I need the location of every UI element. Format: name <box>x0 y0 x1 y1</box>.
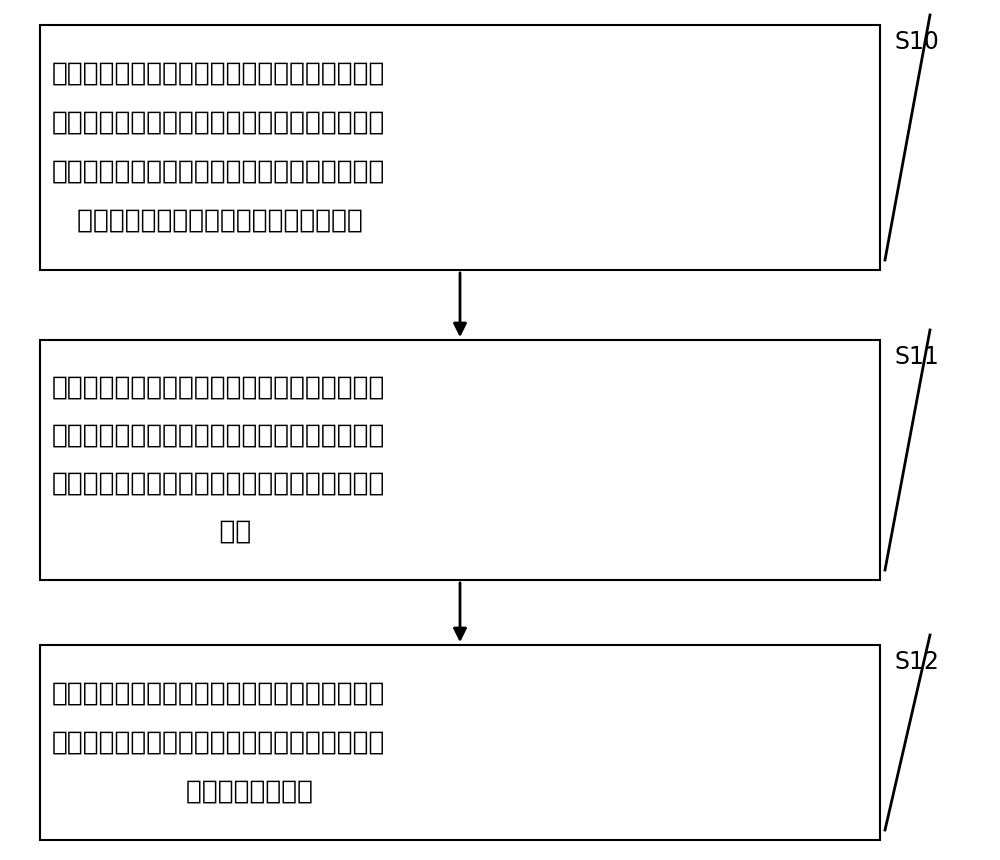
Text: ，计算该第一预设压力值下目标气体的过剩吸附: ，计算该第一预设压力值下目标气体的过剩吸附 <box>52 471 385 497</box>
Text: 岩石的吸附相体积: 岩石的吸附相体积 <box>52 778 313 804</box>
Text: S11: S11 <box>895 345 940 369</box>
Bar <box>40 645 880 840</box>
Text: 获取该第一预设压力值下测量室的第一质量，所: 获取该第一预设压力值下测量室的第一质量，所 <box>52 159 385 185</box>
Text: 为第一压力值集合中的每个第一预设压力值时，: 为第一压力值集合中的每个第一预设压力值时， <box>52 110 385 136</box>
Text: 述第一质量包括目标气体的绝对吸附质量: 述第一质量包括目标气体的绝对吸附质量 <box>52 208 363 234</box>
Bar <box>40 25 880 270</box>
Text: 当置入目标岩石的测量室中，目标气体的压力值: 当置入目标岩石的测量室中，目标气体的压力值 <box>52 61 385 87</box>
Bar <box>40 340 880 580</box>
Text: 质量: 质量 <box>52 519 251 545</box>
Text: S10: S10 <box>895 30 940 54</box>
Text: 对应的过剩吸附质量，确定目标气体相对于目标: 对应的过剩吸附质量，确定目标气体相对于目标 <box>52 729 385 755</box>
Text: S12: S12 <box>895 650 940 674</box>
Text: 目标岩石的质量和体积、以及测量室的第一质量: 目标岩石的质量和体积、以及测量室的第一质量 <box>52 423 385 449</box>
Text: 依据预设函数关系、测量室本身的质量和体积、: 依据预设函数关系、测量室本身的质量和体积、 <box>52 375 385 401</box>
Text: 基于所述第一压力值集合中各第一预设压力值所: 基于所述第一压力值集合中各第一预设压力值所 <box>52 681 385 707</box>
